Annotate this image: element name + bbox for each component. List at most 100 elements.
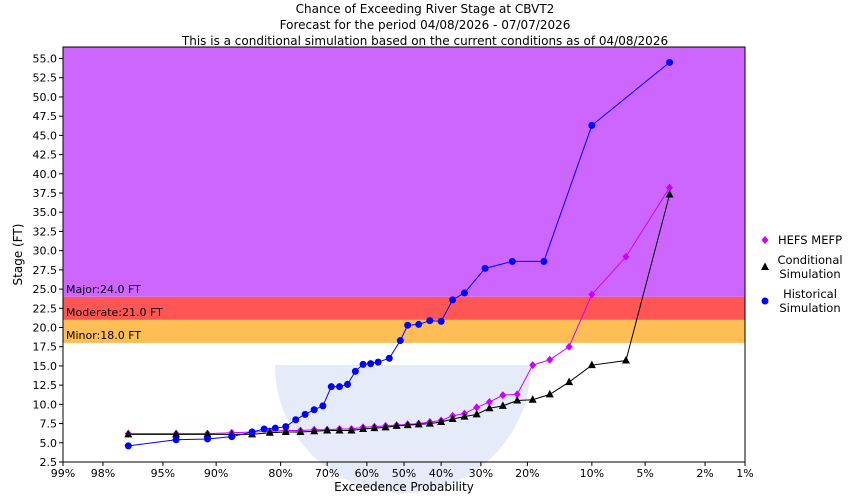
data-point xyxy=(587,360,596,369)
series-line xyxy=(128,194,671,435)
y-tick-label: 7.5 xyxy=(40,418,58,431)
data-point xyxy=(499,391,507,400)
y-tick-label: 30.0 xyxy=(33,245,58,258)
y-tick-label: 47.5 xyxy=(33,110,58,123)
data-point xyxy=(310,406,318,414)
data-point xyxy=(385,354,393,362)
x-tick-label: 60% xyxy=(355,467,379,480)
legend-label: HEFS MEFP xyxy=(778,233,842,247)
data-point xyxy=(396,337,404,345)
data-point xyxy=(374,358,382,366)
y-tick-label: 37.5 xyxy=(33,187,58,200)
data-point xyxy=(529,361,537,370)
y-tick-label: 32.5 xyxy=(33,225,58,238)
legend-label: Simulation xyxy=(779,301,840,315)
data-point xyxy=(296,427,305,436)
y-axis-label: Stage (FT) xyxy=(11,224,25,286)
x-tick-label: 50% xyxy=(392,467,416,480)
y-tick-label: 42.5 xyxy=(33,149,58,162)
y-tick-label: 5.0 xyxy=(40,437,58,450)
legend-marker xyxy=(761,236,769,244)
data-point xyxy=(124,429,133,438)
title-line: Forecast for the period 04/08/2026 - 07/… xyxy=(280,18,571,32)
data-point xyxy=(319,402,327,410)
data-point xyxy=(425,419,434,427)
y-tick-label: 22.5 xyxy=(33,302,58,315)
y-axis: 2.5 5.0 7.5 10.0 12.5 15.0 17.5 20.0 22.5 25.0 27.… xyxy=(11,53,63,469)
flood-band xyxy=(63,296,745,320)
flood-stage-bands: Minor:18.0 FT Moderate:21.0 FT Major:24.0 … xyxy=(63,47,745,343)
data-point xyxy=(172,429,181,438)
data-point xyxy=(666,183,674,192)
data-point xyxy=(481,264,489,272)
y-tick-label: 35.0 xyxy=(33,206,58,219)
flood-band-label: Minor:18.0 FT xyxy=(66,329,141,342)
x-tick-label: 2% xyxy=(696,467,713,480)
y-tick-label: 27.5 xyxy=(33,264,58,277)
y-tick-label: 55.0 xyxy=(33,53,58,66)
data-point xyxy=(473,403,481,412)
legend-label: Conditional xyxy=(777,253,842,267)
x-tick-label: 99% xyxy=(51,467,75,480)
data-point xyxy=(228,433,236,441)
flood-band xyxy=(63,47,745,297)
x-axis: 99% 98% 95% 90% 80% 70% 60% 50% 40% 30% 20% 10% 5% 2%… xyxy=(51,462,754,494)
data-point xyxy=(426,317,434,325)
flood-band xyxy=(63,319,745,343)
data-point xyxy=(665,190,674,198)
x-tick-label: 10% xyxy=(580,467,604,480)
data-point xyxy=(282,423,290,431)
data-point xyxy=(498,401,507,409)
data-point xyxy=(172,436,180,444)
x-tick-label: 1% xyxy=(736,467,753,480)
y-tick-label: 20.0 xyxy=(33,322,58,335)
data-point xyxy=(260,425,268,433)
data-point xyxy=(367,360,375,368)
data-point xyxy=(323,425,332,434)
data-point xyxy=(370,423,379,432)
x-tick-label: 20% xyxy=(515,467,539,480)
data-point xyxy=(301,410,309,418)
x-tick-label: 70% xyxy=(315,467,339,480)
flood-band-label: Moderate:21.0 FT xyxy=(66,306,163,319)
data-point xyxy=(528,395,537,403)
chart-title: Chance of Exceeding River Stage at CBVT2… xyxy=(181,2,668,48)
x-tick-label: 80% xyxy=(268,467,292,480)
series-conditional-simulation xyxy=(124,190,674,438)
y-tick-label: 25.0 xyxy=(33,283,58,296)
data-point xyxy=(460,289,468,297)
data-point xyxy=(281,427,290,436)
data-point xyxy=(347,425,356,434)
data-point xyxy=(404,321,412,329)
data-point xyxy=(292,416,300,424)
data-point xyxy=(203,435,211,443)
data-point xyxy=(381,422,390,431)
data-point xyxy=(513,390,521,399)
data-point xyxy=(588,121,596,129)
data-point xyxy=(546,355,554,364)
data-point xyxy=(344,380,352,388)
data-point xyxy=(248,428,256,436)
x-tick-label: 5% xyxy=(636,467,653,480)
data-point xyxy=(565,342,573,351)
legend: HEFS MEFPConditionalSimulationHistorical… xyxy=(761,233,843,315)
data-point xyxy=(449,296,457,304)
data-point xyxy=(203,429,212,438)
data-point xyxy=(540,257,548,265)
data-point xyxy=(460,412,469,420)
flood-band-label: Major:24.0 FT xyxy=(66,283,141,296)
data-point xyxy=(621,356,630,364)
legend-marker xyxy=(761,262,769,270)
data-point xyxy=(437,317,445,325)
title-line: Chance of Exceeding River Stage at CBVT2 xyxy=(296,2,555,16)
data-point xyxy=(508,257,516,265)
y-tick-label: 10.0 xyxy=(33,398,58,411)
data-point xyxy=(485,398,493,407)
data-point xyxy=(327,383,335,391)
data-point xyxy=(359,360,367,368)
x-tick-label: 40% xyxy=(429,467,453,480)
data-point xyxy=(565,377,574,386)
